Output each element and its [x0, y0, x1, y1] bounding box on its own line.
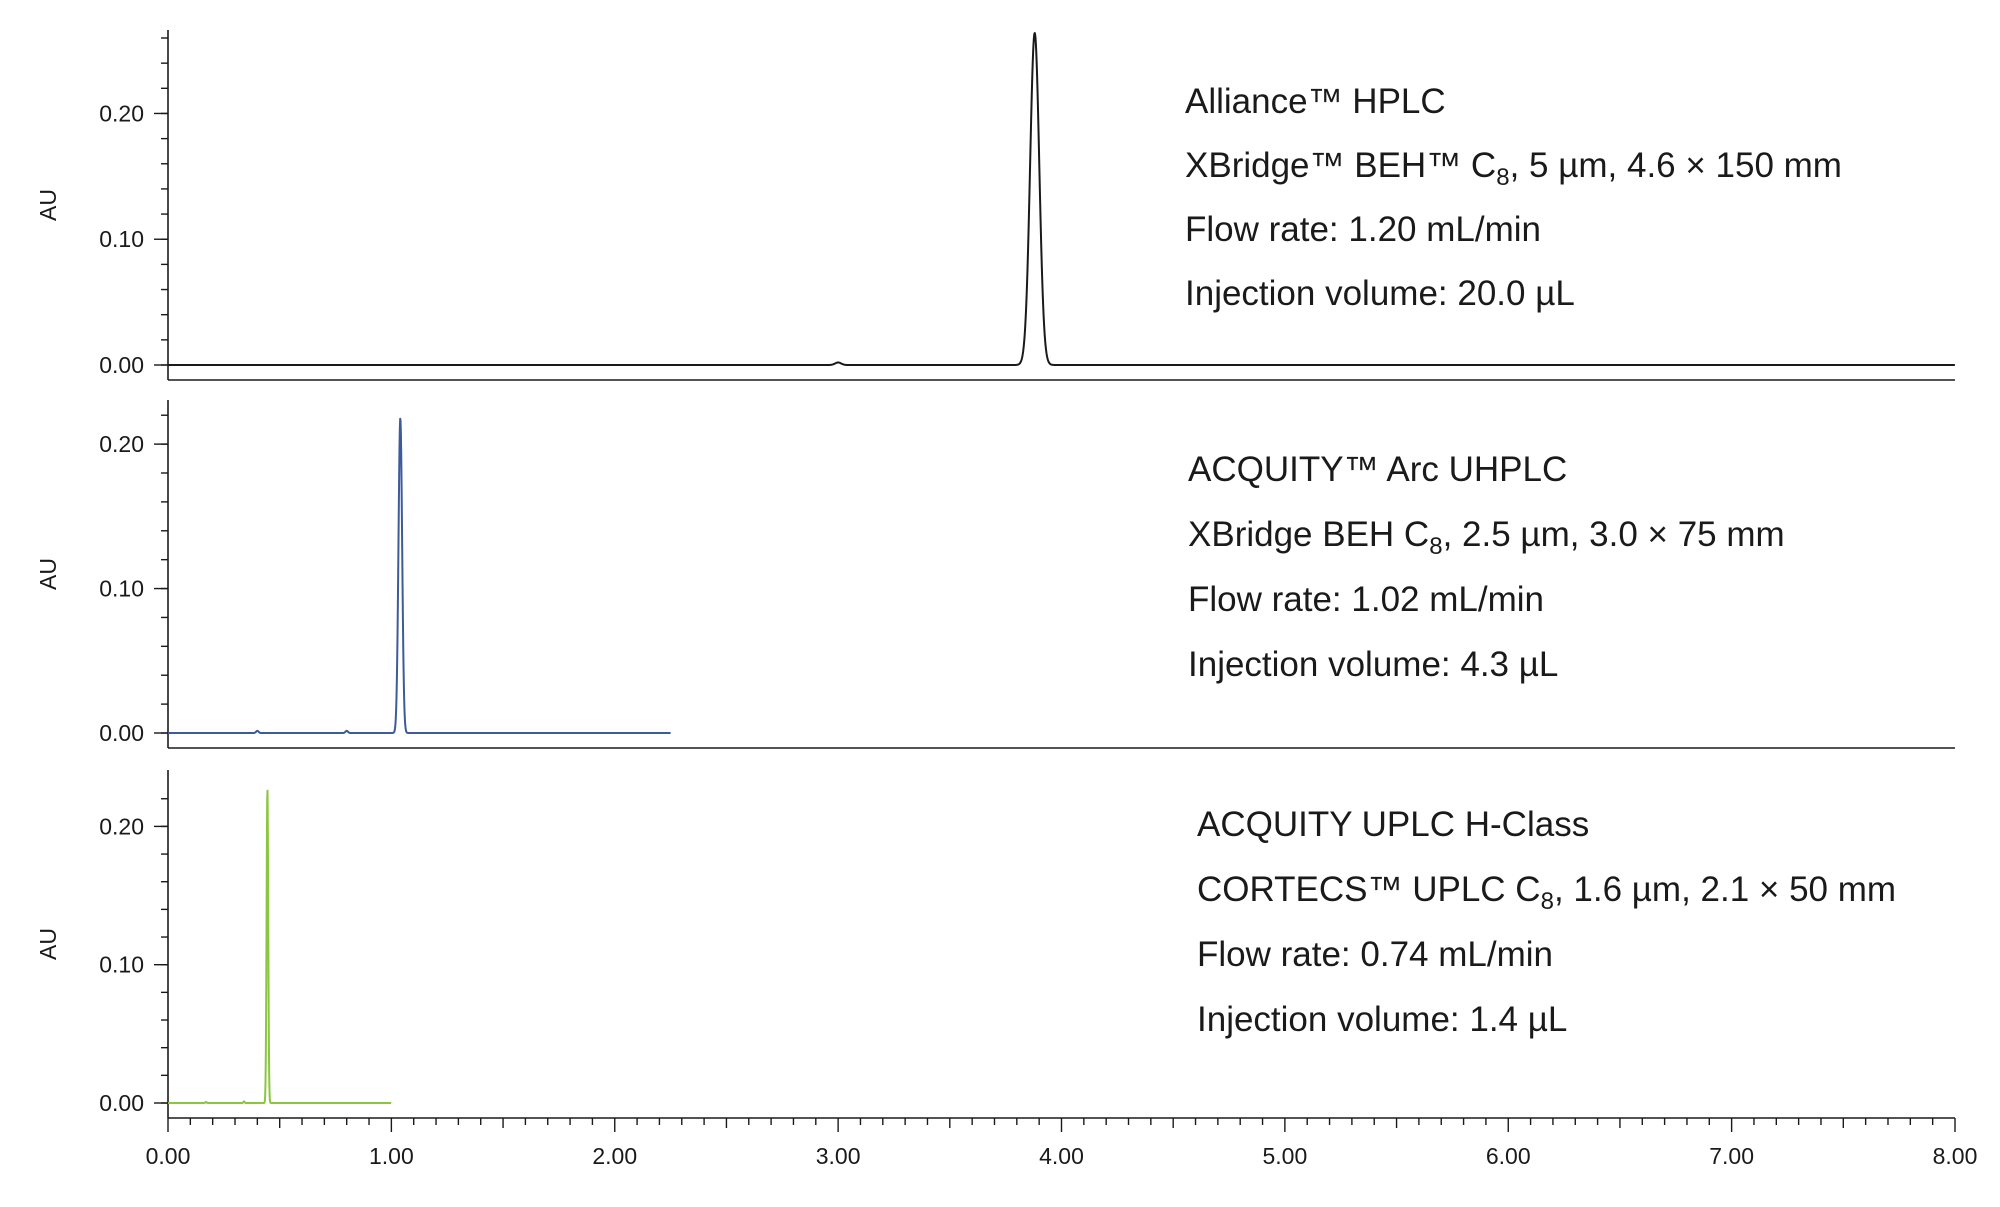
chromatogram-trace	[167, 417, 672, 734]
annotation-line: Injection volume: 20.0 µL	[1185, 274, 1575, 313]
annotation-line: Flow rate: 1.02 mL/min	[1188, 580, 1544, 619]
annotation-line: XBridge™ BEH™ C8, 5 µm, 4.6 × 150 mm	[1185, 146, 1842, 191]
annotation-line: Injection volume: 4.3 µL	[1188, 645, 1558, 684]
x-tick-label: 0.00	[146, 1143, 191, 1169]
x-tick-label: 7.00	[1709, 1143, 1754, 1169]
chart-panel-2: 0.00 0.10 0.20 AU ACQUITY™ Arc UHPLC XBridge …	[35, 400, 1955, 749]
annotation-line: ACQUITY™ Arc UHPLC	[1188, 450, 1567, 489]
annotation-line: Flow rate: 0.74 mL/min	[1197, 935, 1553, 974]
y-tick-label: 0.20	[99, 813, 144, 839]
chart-panel-3: 0.00 0.10 0.20 AU ACQUITY UPLC H-Class CORTEC…	[35, 770, 1955, 1119]
x-tick-label: 3.00	[816, 1143, 861, 1169]
x-tick-label: 2.00	[592, 1143, 637, 1169]
x-tick-label: 6.00	[1486, 1143, 1531, 1169]
annotation-line: XBridge BEH C8, 2.5 µm, 3.0 × 75 mm	[1188, 515, 1785, 560]
annotation-line: ACQUITY UPLC H-Class	[1197, 805, 1589, 844]
x-tick-label: 5.00	[1262, 1143, 1307, 1169]
y-tick-label: 0.20	[99, 431, 144, 457]
y-tick-label: 0.00	[99, 352, 144, 378]
annotation-line: Injection volume: 1.4 µL	[1197, 1000, 1567, 1039]
x-axis: 0.00 1.00 2.00 3.00 4.00 5.00 6.00 7.00 8.00	[146, 1118, 1978, 1169]
y-axis-label: AU	[35, 928, 61, 960]
x-tick-label: 4.00	[1039, 1143, 1084, 1169]
annotation-line: CORTECS™ UPLC C8, 1.6 µm, 2.1 × 50 mm	[1197, 870, 1896, 915]
y-tick-label: 0.10	[99, 226, 144, 252]
y-tick-label: 0.10	[99, 576, 144, 602]
y-tick-label: 0.20	[99, 100, 144, 126]
y-axis-label: AU	[35, 189, 61, 221]
annotation-line: Flow rate: 1.20 mL/min	[1185, 210, 1541, 249]
y-axis-label: AU	[35, 558, 61, 590]
x-tick-label: 8.00	[1933, 1143, 1978, 1169]
chromatogram-trace	[167, 32, 1956, 366]
y-tick-label: 0.00	[99, 1090, 144, 1116]
y-tick-label: 0.10	[99, 952, 144, 978]
x-tick-label: 1.00	[369, 1143, 414, 1169]
chart-panel-1: 0.00 0.10 0.20 AU Alliance™ HPLC XBridge™ BEH…	[35, 30, 1956, 381]
annotation-line: Alliance™ HPLC	[1185, 82, 1446, 121]
chromatogram-trace	[167, 789, 392, 1104]
y-tick-label: 0.00	[99, 720, 144, 746]
